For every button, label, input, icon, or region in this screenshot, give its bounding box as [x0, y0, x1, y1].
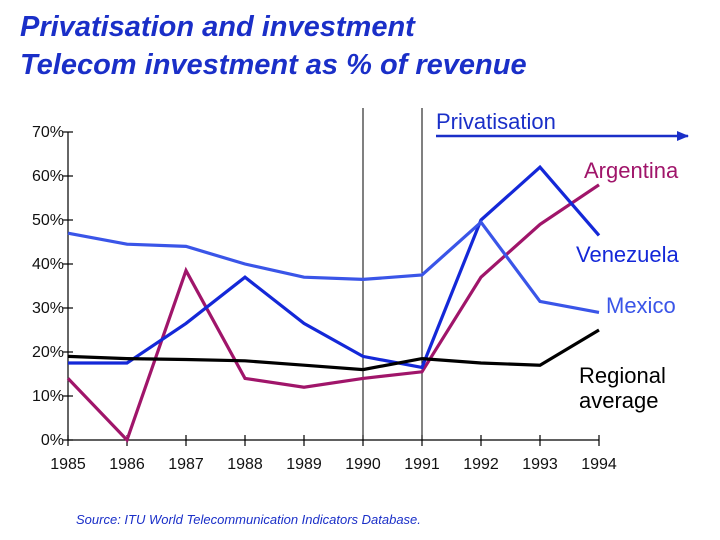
chart-title: Privatisation and investment	[20, 11, 415, 43]
regional-average-label-line1: Regional	[579, 363, 666, 388]
argentina-label: Argentina	[584, 158, 679, 183]
y-tick-label: 20%	[32, 344, 64, 361]
x-tick-label: 1988	[227, 456, 263, 473]
y-tick-label: 70%	[32, 124, 64, 141]
y-tick-label: 50%	[32, 212, 64, 229]
y-tick-label: 30%	[32, 300, 64, 317]
privatisation-label: Privatisation	[436, 109, 556, 134]
y-tick-label: 60%	[32, 168, 64, 185]
argentina-line	[66, 183, 600, 443]
x-tick-label: 1992	[463, 456, 499, 473]
x-tick-label: 1993	[522, 456, 558, 473]
privatisation-markers	[362, 108, 423, 440]
series-lines	[66, 164, 601, 443]
venezuela-line	[68, 164, 601, 370]
y-tick-label: 0%	[41, 432, 64, 449]
axes: 0% 10% 20% 30% 40% 50% 60% 70% 1985 1986 1987 1988 1…	[32, 124, 617, 473]
x-tick-label: 1991	[404, 456, 440, 473]
y-tick-label: 40%	[32, 256, 64, 273]
x-tick-label: 1987	[168, 456, 204, 473]
x-tick-label: 1990	[345, 456, 381, 473]
regional-average-line	[67, 328, 600, 372]
mexico-label: Mexico	[606, 293, 676, 318]
mexico-line	[67, 219, 600, 314]
x-tick-label: 1986	[109, 456, 145, 473]
chart-subtitle: Telecom investment as % of revenue	[20, 49, 527, 81]
source-note: Source: ITU World Telecommunication Indi…	[76, 512, 421, 527]
x-tick-label: 1985	[50, 456, 86, 473]
y-tick-label: 10%	[32, 388, 64, 405]
x-tick-label: 1989	[286, 456, 322, 473]
venezuela-label: Venezuela	[576, 242, 680, 267]
x-tick-label: 1994	[581, 456, 617, 473]
regional-average-label-line2: average	[579, 388, 659, 413]
annotations: Privatisation Argentina Venezuela Mexico…	[436, 109, 689, 413]
